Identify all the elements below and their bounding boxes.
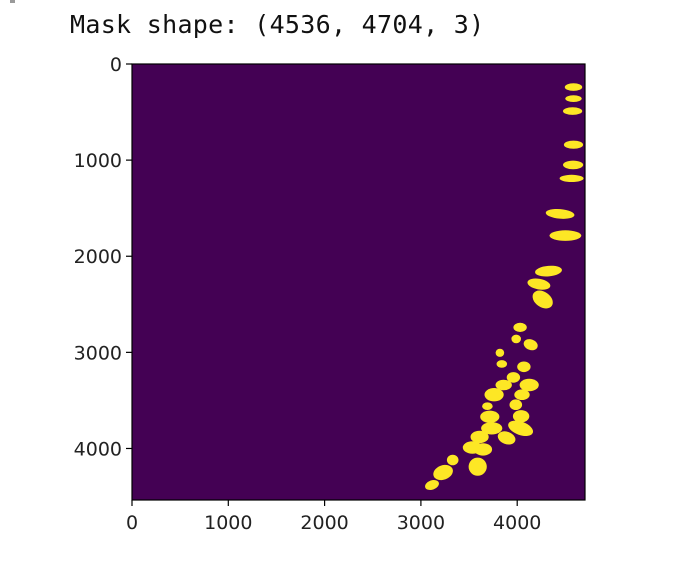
mask-blob bbox=[514, 389, 530, 401]
x-axis: 0 1000 2000 3000 4000 bbox=[126, 500, 541, 534]
cell-gutter-marker bbox=[10, 0, 15, 3]
plot-frame bbox=[131, 63, 586, 501]
x-tick-label: 3000 bbox=[397, 512, 445, 534]
mask-blob bbox=[512, 410, 530, 423]
mask-blob bbox=[481, 422, 503, 435]
mask-blob bbox=[506, 372, 521, 383]
mask-blob bbox=[519, 378, 539, 392]
mask-blob bbox=[480, 410, 500, 423]
mask-blob bbox=[495, 379, 512, 391]
mask-blob bbox=[563, 140, 584, 149]
mask-regions bbox=[425, 83, 584, 490]
mask-blob bbox=[517, 361, 531, 373]
mask-blob bbox=[535, 265, 562, 277]
mask-blob bbox=[564, 83, 583, 91]
mask-blob bbox=[495, 348, 505, 357]
y-tick-label: 2000 bbox=[74, 246, 122, 268]
y-axis: 0 1000 2000 3000 4000 bbox=[74, 54, 132, 460]
mask-blob bbox=[559, 174, 584, 182]
mask-blob bbox=[433, 464, 453, 481]
mask-blob bbox=[496, 360, 508, 368]
y-tick-label: 4000 bbox=[74, 438, 122, 460]
mask-blob bbox=[545, 208, 575, 219]
x-tick-label: 0 bbox=[126, 512, 138, 534]
mask-blob bbox=[563, 107, 583, 115]
mask-blob bbox=[446, 454, 459, 466]
mask-blob bbox=[549, 230, 582, 241]
mask-blob bbox=[497, 431, 516, 445]
mask-blob bbox=[425, 480, 439, 490]
mask-blob bbox=[484, 388, 504, 402]
x-tick-label: 2000 bbox=[300, 512, 348, 534]
mask-blob bbox=[473, 443, 493, 456]
mask-blob bbox=[532, 290, 553, 309]
x-tick-label: 1000 bbox=[204, 512, 252, 534]
mask-blob bbox=[509, 399, 523, 411]
mask-blob bbox=[508, 420, 534, 437]
mask-blob bbox=[468, 457, 487, 476]
x-tick-label: 4000 bbox=[493, 512, 541, 534]
mask-blob bbox=[470, 430, 489, 444]
mask-blob bbox=[513, 322, 527, 332]
mask-image-background bbox=[132, 64, 585, 500]
mask-blob bbox=[511, 334, 521, 344]
y-tick-label: 3000 bbox=[74, 342, 122, 364]
mask-blob bbox=[523, 339, 538, 351]
y-tick-label: 0 bbox=[110, 54, 122, 76]
mask-blob bbox=[482, 402, 493, 411]
mask-blob bbox=[563, 160, 584, 170]
mask-blob bbox=[527, 278, 551, 290]
y-tick-label: 1000 bbox=[74, 150, 122, 172]
mask-blob bbox=[565, 95, 582, 102]
mask-shape-output: Mask shape: (4536, 4704, 3) bbox=[70, 10, 485, 39]
